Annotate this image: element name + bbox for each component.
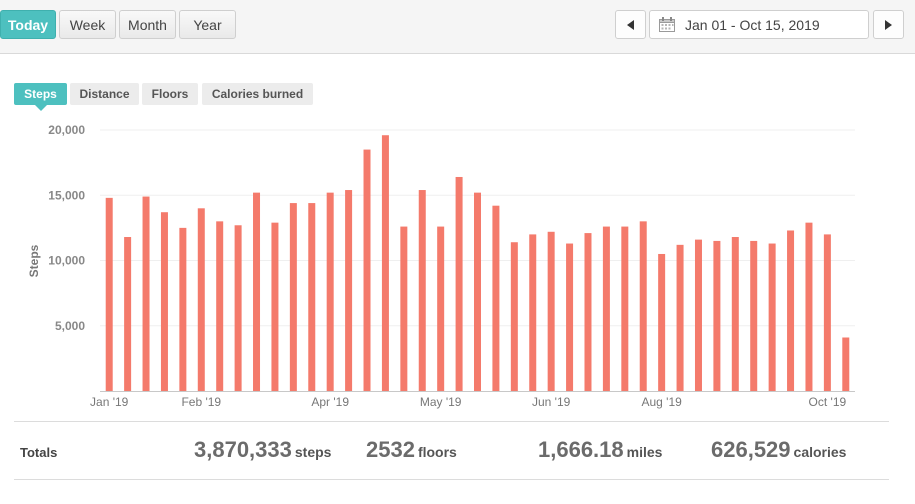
- bar[interactable]: [326, 192, 334, 391]
- bar[interactable]: [253, 192, 261, 391]
- bar[interactable]: [731, 237, 739, 391]
- tab-distance[interactable]: Distance: [70, 83, 139, 105]
- tab-calories-burned[interactable]: Calories burned: [202, 83, 313, 105]
- totals-divider-bottom: [14, 479, 889, 480]
- bar[interactable]: [437, 226, 445, 391]
- bar[interactable]: [197, 208, 205, 391]
- bar[interactable]: [160, 212, 168, 391]
- bar[interactable]: [418, 190, 426, 391]
- week-button[interactable]: Week: [59, 10, 116, 39]
- triangle-left-icon: [626, 19, 634, 30]
- bar[interactable]: [271, 222, 279, 391]
- bar[interactable]: [602, 226, 610, 391]
- bar[interactable]: [639, 221, 647, 391]
- tab-steps[interactable]: Steps: [14, 83, 67, 111]
- y-axis-label: Steps: [27, 244, 41, 277]
- bar[interactable]: [308, 203, 316, 391]
- bar[interactable]: [768, 243, 776, 391]
- bar[interactable]: [455, 176, 463, 391]
- bar[interactable]: [363, 149, 371, 391]
- x-tick-label: Jan '19: [90, 395, 129, 409]
- y-tick-label: 10,000: [48, 254, 85, 268]
- x-tick-label: Oct '19: [809, 395, 847, 409]
- previous-range-button[interactable]: [615, 10, 646, 39]
- total-steps-value: 3,870,333: [194, 437, 292, 462]
- calendar-icon: [659, 17, 675, 32]
- bar[interactable]: [474, 192, 481, 391]
- total-floors-unit: floors: [417, 444, 457, 460]
- date-range-picker[interactable]: Jan 01 - Oct 15, 2019: [649, 10, 869, 39]
- toolbar: Today Week Month Year Jan 01 - Oct 15, 2…: [0, 0, 915, 54]
- bar[interactable]: [787, 230, 795, 391]
- chart-bars: [105, 135, 850, 391]
- bar[interactable]: [381, 135, 389, 391]
- totals-label: Totals: [20, 445, 58, 460]
- bar[interactable]: [676, 244, 684, 391]
- bar[interactable]: [234, 225, 242, 391]
- bar[interactable]: [529, 234, 537, 391]
- bar[interactable]: [510, 242, 518, 391]
- bar[interactable]: [805, 222, 813, 391]
- bar[interactable]: [547, 231, 555, 391]
- bar[interactable]: [658, 253, 666, 391]
- bar[interactable]: [621, 226, 629, 391]
- bar[interactable]: [345, 190, 353, 391]
- x-tick-label: May '19: [420, 395, 462, 409]
- tab-floors[interactable]: Floors: [142, 83, 198, 105]
- bar[interactable]: [124, 237, 132, 391]
- year-button[interactable]: Year: [179, 10, 236, 39]
- bar[interactable]: [289, 203, 297, 391]
- month-button[interactable]: Month: [119, 10, 176, 39]
- next-range-button[interactable]: [873, 10, 904, 39]
- bar[interactable]: [566, 243, 574, 391]
- y-tick-label: 20,000: [48, 123, 85, 137]
- y-tick-label: 5,000: [55, 319, 85, 333]
- today-button[interactable]: Today: [0, 10, 56, 39]
- total-miles: 1,666.18 miles: [538, 437, 662, 463]
- bar[interactable]: [584, 233, 592, 391]
- total-miles-value: 1,666.18: [538, 437, 624, 462]
- total-miles-unit: miles: [626, 444, 663, 460]
- total-calories-unit: calories: [793, 444, 847, 460]
- bar[interactable]: [694, 239, 702, 391]
- total-steps: 3,870,333 steps: [194, 437, 331, 463]
- bar[interactable]: [842, 337, 850, 391]
- x-axis-ticks: Jan '19 Feb '19 Apr '19 May '19 Jun '19 Aug '…: [90, 395, 846, 409]
- date-range-text: Jan 01 - Oct 15, 2019: [685, 16, 820, 33]
- total-calories-value: 626,529: [711, 437, 791, 462]
- x-tick-label: Feb '19: [181, 395, 221, 409]
- total-steps-unit: steps: [294, 444, 332, 460]
- bar[interactable]: [105, 197, 113, 391]
- bar[interactable]: [823, 234, 831, 391]
- x-tick-label: Jun '19: [532, 395, 571, 409]
- total-calories: 626,529 calories: [711, 437, 846, 463]
- bar[interactable]: [216, 221, 224, 391]
- bar[interactable]: [142, 196, 150, 391]
- bar[interactable]: [492, 205, 500, 391]
- totals-divider-top: [14, 421, 889, 422]
- steps-bar-chart: 5,000 10,000 15,000 20,000 Steps Jan '19 Feb…: [27, 123, 855, 409]
- total-floors-value: 2532: [366, 437, 415, 462]
- x-tick-label: Aug '19: [641, 395, 682, 409]
- triangle-right-icon: [884, 19, 892, 30]
- total-floors: 2532 floors: [366, 437, 457, 463]
- bar[interactable]: [750, 240, 758, 391]
- bar[interactable]: [713, 240, 721, 391]
- bar[interactable]: [400, 226, 408, 391]
- x-tick-label: Apr '19: [311, 395, 349, 409]
- bar[interactable]: [179, 227, 187, 391]
- y-axis-ticks: 5,000 10,000 15,000 20,000: [48, 123, 85, 333]
- y-tick-label: 15,000: [48, 188, 85, 202]
